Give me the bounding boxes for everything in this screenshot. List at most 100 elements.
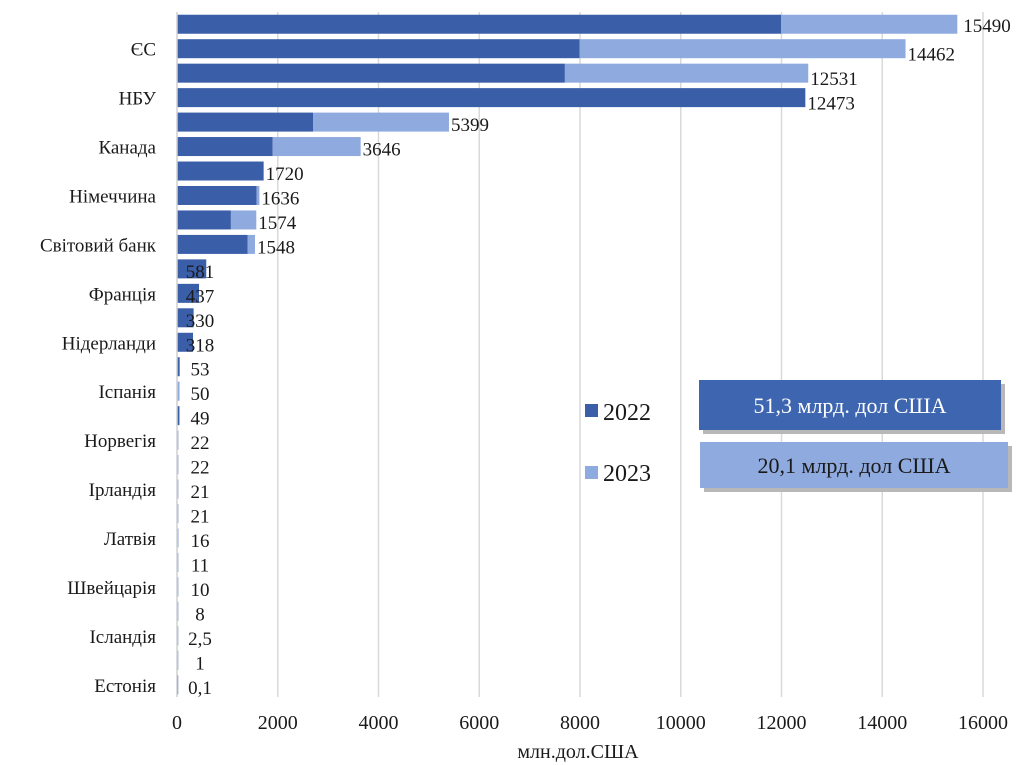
- value-label: 21: [191, 482, 210, 503]
- value-label: 0,1: [188, 678, 212, 699]
- bar-2022: [177, 308, 194, 328]
- category-label: Канада: [98, 138, 156, 159]
- value-label: 21: [191, 507, 210, 528]
- value-label: 437: [186, 286, 215, 307]
- bar-2022: [177, 14, 781, 34]
- bar-2023: [177, 381, 180, 401]
- bar-2023: [579, 39, 906, 59]
- callout-2023-total: 20,1 млрд. дол США: [700, 442, 1012, 492]
- bars: [177, 14, 958, 695]
- legend: 2022 2023: [585, 400, 651, 487]
- category-labels: ЄС НБУ Канада Німеччина Світовий банк Франція…: [40, 40, 157, 697]
- bar-2022: [177, 112, 314, 132]
- category-label: Естонія: [94, 676, 156, 697]
- x-tick-label: 2000: [258, 712, 298, 734]
- x-tick-labels: 0 2000 4000 6000 8000 10000 12000 14000 16000: [172, 712, 1008, 734]
- value-labels: 15490 14462 12531 12473 5399 3646 1720 1636 1574…: [186, 16, 1011, 699]
- x-axis-title: млн.дол.США: [517, 741, 639, 763]
- bar-2022: [177, 210, 231, 230]
- value-label: 2,5: [188, 629, 212, 650]
- value-label: 10: [191, 580, 210, 601]
- value-label: 15490: [963, 16, 1011, 37]
- legend-swatch-2023: [585, 466, 598, 479]
- x-tick-label: 6000: [459, 712, 499, 734]
- category-label: Латвія: [104, 529, 156, 550]
- bar-2023: [177, 504, 179, 524]
- bar-2022: [177, 332, 194, 352]
- category-label: НБУ: [119, 89, 157, 110]
- value-label: 53: [191, 360, 210, 381]
- bar-2022: [177, 357, 180, 377]
- callout-2022-total: 51,3 млрд. дол США: [699, 380, 1005, 434]
- callout-2023-text: 20,1 млрд. дол США: [758, 453, 951, 478]
- category-label: ЄС: [131, 40, 156, 61]
- bar-2023: [177, 552, 179, 572]
- category-label: Франція: [89, 284, 157, 305]
- value-label: 1548: [257, 237, 295, 258]
- category-label: Нідерланди: [62, 333, 156, 354]
- value-label: 5399: [451, 115, 489, 136]
- bar-2023: [177, 479, 179, 499]
- bar-2023: [230, 210, 257, 230]
- value-label: 11: [191, 555, 209, 576]
- category-label: Іспанія: [98, 382, 156, 403]
- value-label: 49: [191, 409, 210, 430]
- category-label: Світовий банк: [40, 235, 157, 256]
- value-label: 581: [186, 262, 215, 283]
- value-label: 8: [195, 604, 205, 625]
- value-label: 330: [186, 311, 215, 332]
- category-label: Німеччина: [69, 186, 156, 207]
- bar-2023: [177, 455, 179, 475]
- legend-label-2023: 2023: [603, 461, 651, 487]
- bar-2022: [177, 234, 248, 254]
- x-tick-label: 0: [172, 712, 182, 734]
- bar-2022: [177, 137, 273, 157]
- x-tick-label: 8000: [560, 712, 600, 734]
- bar-2023: [247, 234, 255, 254]
- x-tick-label: 16000: [958, 712, 1008, 734]
- category-label: Швейцарія: [67, 578, 156, 599]
- value-label: 16: [191, 531, 210, 552]
- bar-2022: [177, 161, 264, 181]
- callout-2022-text: 51,3 млрд. дол США: [754, 393, 947, 418]
- value-label: 318: [186, 335, 215, 356]
- x-tick-label: 14000: [857, 712, 907, 734]
- bar-2022: [177, 185, 257, 205]
- category-label: Ірландія: [89, 480, 157, 501]
- bar-2022: [177, 283, 200, 303]
- bar-2023: [564, 63, 809, 83]
- bar-2023: [780, 14, 958, 34]
- value-label: 14462: [908, 45, 956, 66]
- category-label: Норвегія: [84, 431, 156, 452]
- callout-2022-box: [699, 380, 1001, 430]
- bar-2022: [177, 63, 565, 83]
- bar-2023: [256, 185, 260, 205]
- x-tick-label: 4000: [359, 712, 399, 734]
- value-label: 1574: [258, 213, 297, 234]
- value-label: 22: [191, 433, 210, 454]
- bar-2023: [313, 112, 449, 132]
- value-label: 1636: [261, 188, 299, 209]
- value-label: 22: [191, 458, 210, 479]
- bar-2022: [177, 259, 207, 279]
- x-tick-label: 12000: [757, 712, 807, 734]
- bar-2023: [177, 528, 179, 548]
- bar-2023: [177, 577, 179, 597]
- legend-label-2022: 2022: [603, 400, 651, 426]
- bar-2022: [177, 88, 806, 108]
- value-label: 3646: [363, 140, 401, 161]
- bar-2022: [177, 406, 180, 426]
- value-label: 1: [195, 653, 205, 674]
- value-label: 12473: [807, 94, 855, 115]
- value-label: 12531: [810, 69, 858, 90]
- legend-swatch-2022: [585, 404, 598, 417]
- value-label: 1720: [266, 164, 304, 185]
- callout-2023-box: [700, 442, 1008, 488]
- bar-2023: [272, 137, 361, 157]
- bar-2023: [177, 430, 179, 450]
- bar-2022: [177, 39, 580, 59]
- value-label: 50: [191, 384, 210, 405]
- category-label: Ісландія: [89, 627, 156, 648]
- x-tick-label: 10000: [656, 712, 706, 734]
